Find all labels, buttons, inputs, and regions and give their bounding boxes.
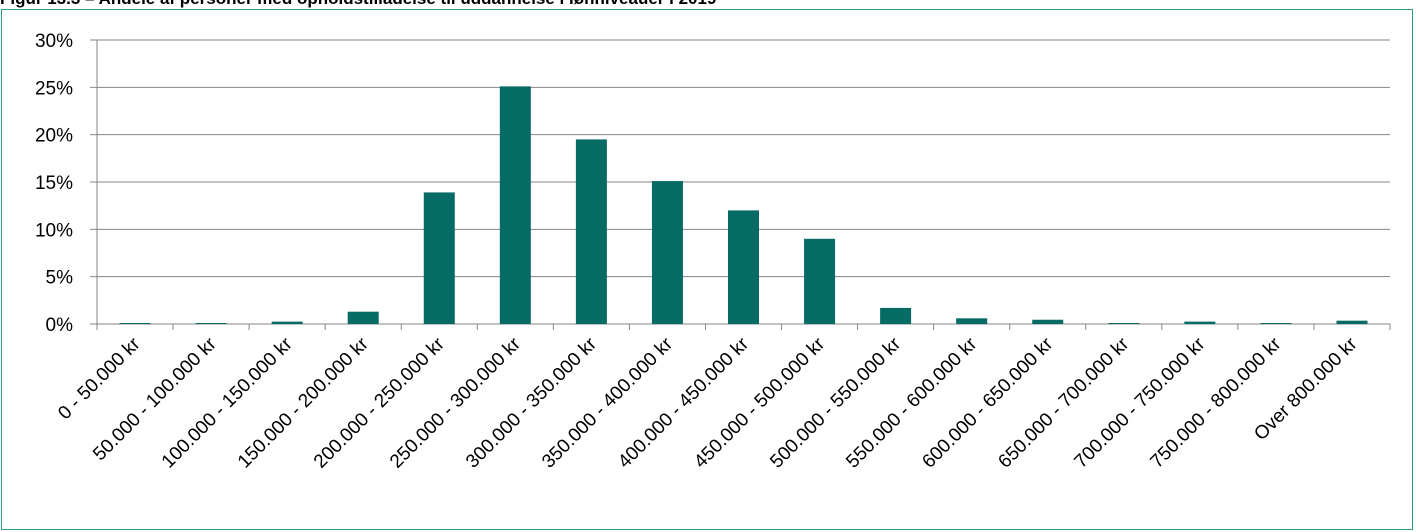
chart-title: Figur 13.3 – Andele af personer med opho… (0, 0, 1416, 9)
y-tick-label: 30% (35, 31, 73, 52)
y-tick-label: 25% (35, 78, 73, 99)
bar (1260, 323, 1292, 324)
bar (880, 307, 912, 324)
x-tick-label: 550.000 - 600.000 kr (842, 333, 981, 472)
bar (728, 210, 759, 324)
x-tick-label: 450.000 - 500.000 kr (690, 333, 829, 472)
x-tick-label: 100.000 - 150.000 kr (158, 333, 297, 472)
x-tick-label: 750.000 - 800.000 kr (1147, 333, 1286, 472)
bar (423, 192, 455, 324)
x-tick-label: 150.000 - 200.000 kr (234, 333, 373, 472)
bar (1032, 319, 1064, 324)
chart-frame (1, 9, 1413, 530)
x-tick-label: 350.000 - 400.000 kr (538, 333, 677, 472)
y-tick-label: 0% (46, 315, 74, 336)
bar (956, 318, 988, 324)
bar (195, 323, 227, 324)
y-tick-label: 20% (35, 126, 73, 147)
x-tick-label: 300.000 - 350.000 kr (462, 333, 601, 472)
bar (651, 181, 683, 324)
bar (1336, 320, 1368, 324)
bar (347, 311, 379, 324)
bar (271, 321, 303, 324)
bar (575, 139, 607, 324)
x-tick-label: 650.000 - 700.000 kr (994, 333, 1133, 472)
x-tick-label: 500.000 - 550.000 kr (766, 333, 905, 472)
x-tick-label: 600.000 - 650.000 kr (918, 333, 1057, 472)
x-tick-label: 200.000 - 250.000 kr (310, 333, 449, 472)
bar (1108, 323, 1140, 324)
bar (499, 86, 531, 325)
x-tick-label: 400.000 - 450.000 kr (614, 333, 753, 472)
bar (1184, 321, 1216, 324)
y-tick-label: 15% (35, 173, 73, 194)
x-tick-label: 250.000 - 300.000 kr (386, 333, 525, 472)
bar (119, 323, 151, 324)
y-tick-label: 10% (35, 220, 73, 241)
y-tick-label: 5% (46, 268, 74, 289)
bar (804, 238, 836, 324)
x-tick-label: 700.000 - 750.000 kr (1071, 333, 1210, 472)
